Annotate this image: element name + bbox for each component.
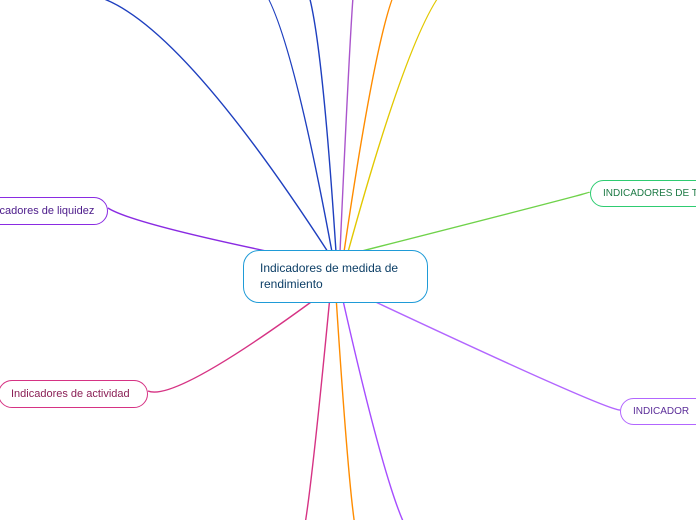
edge bbox=[350, 290, 620, 410]
central-node[interactable]: Indicadores de medida de rendimiento bbox=[243, 250, 428, 303]
edge bbox=[336, 296, 360, 520]
edge bbox=[344, 0, 405, 252]
edge bbox=[300, 0, 336, 252]
edge bbox=[350, 192, 590, 254]
edge bbox=[348, 0, 460, 252]
edge bbox=[342, 296, 420, 520]
edge bbox=[300, 296, 330, 520]
node-n_tes[interactable]: INDICADORES DE TE bbox=[590, 180, 696, 207]
node-n_indic[interactable]: INDICADOR bbox=[620, 398, 696, 425]
edge bbox=[148, 294, 322, 392]
edge bbox=[340, 0, 355, 252]
node-n_liquidez[interactable]: dicadores de liquidez bbox=[0, 197, 108, 225]
edge bbox=[250, 0, 332, 252]
node-n_actividad[interactable]: Indicadores de actividad bbox=[0, 380, 148, 408]
mindmap-canvas: Indicadores de medida de rendimiento dica… bbox=[0, 0, 696, 520]
